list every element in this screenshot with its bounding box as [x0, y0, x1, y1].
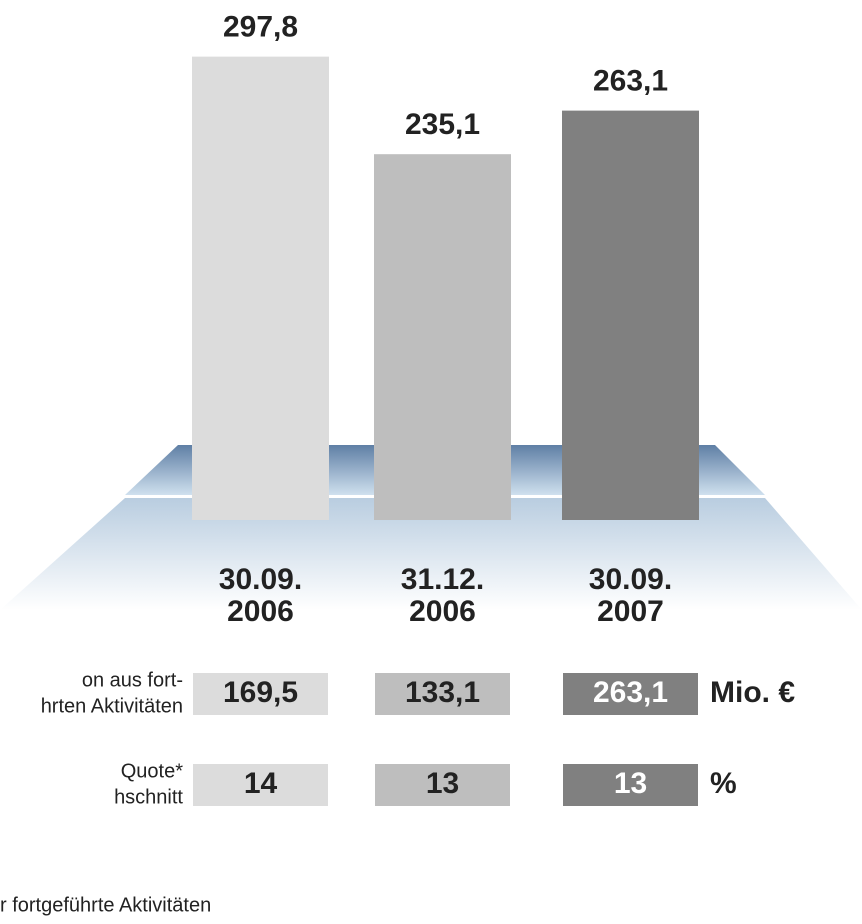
cell: [375, 673, 510, 715]
cell-value: 133,1: [405, 676, 480, 709]
row-label: Quote*: [121, 760, 183, 782]
cell: [193, 673, 328, 715]
category-label: 30.09.: [589, 563, 672, 596]
cell: [563, 673, 698, 715]
bar: [562, 110, 699, 521]
row-label: hschnitt: [114, 786, 183, 808]
value-label: 297,8: [223, 11, 298, 44]
cell-value: 14: [244, 767, 278, 800]
cell-value: 263,1: [593, 676, 668, 709]
cell-value: 169,5: [223, 676, 298, 709]
value-label: 263,1: [593, 65, 668, 98]
cell: [193, 764, 328, 806]
cell-value: 13: [426, 767, 459, 800]
row-label: hrten Aktivitäten: [41, 695, 183, 717]
unit: Mio. €: [710, 676, 795, 709]
row-label: on aus fort-: [82, 669, 183, 691]
bar: [192, 56, 329, 520]
category-label: 31.12.: [401, 563, 484, 596]
unit: %: [710, 767, 737, 800]
category-label: 2006: [227, 595, 294, 628]
category-label: 30.09.: [219, 563, 302, 596]
category-label: 2007: [597, 595, 664, 628]
cell: [563, 764, 698, 806]
cell: [375, 764, 510, 806]
category-label: 2006: [409, 595, 476, 628]
platform-front: [0, 498, 862, 610]
bar: [374, 154, 511, 521]
footnote: r fortgeführte Aktivitäten: [0, 894, 211, 916]
cell-value: 13: [614, 767, 647, 800]
value-label: 235,1: [405, 108, 480, 141]
